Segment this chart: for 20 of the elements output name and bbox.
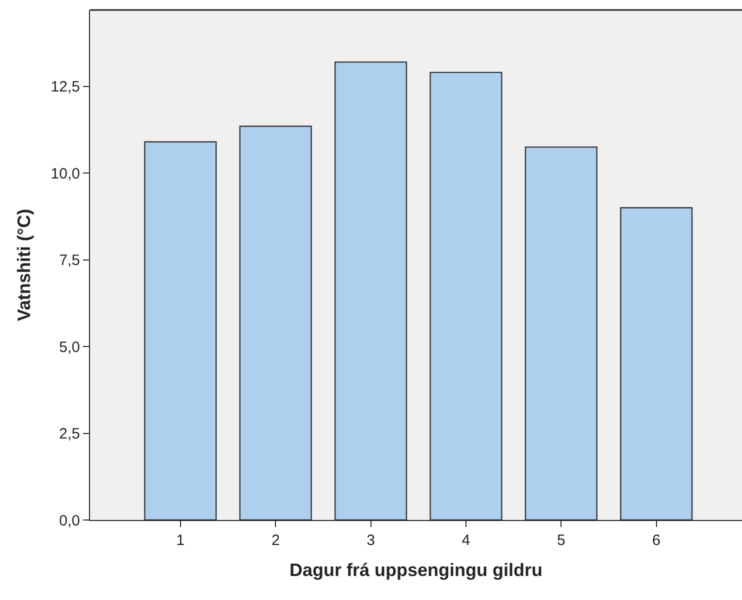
x-tick-label: 5 bbox=[556, 532, 566, 549]
y-axis-title: Vatnshiti (°C) bbox=[14, 208, 34, 322]
bar bbox=[524, 146, 598, 520]
bar bbox=[239, 126, 312, 520]
x-axis-title: Dagur frá uppsengingu gildru bbox=[290, 560, 542, 580]
x-tick-label: 2 bbox=[271, 532, 280, 549]
bar bbox=[144, 141, 217, 520]
y-tick-label: 2,5 bbox=[59, 426, 80, 443]
bar bbox=[620, 207, 693, 520]
y-tick-label: 7,5 bbox=[59, 252, 80, 270]
bar bbox=[430, 72, 502, 520]
x-tick-label: 3 bbox=[366, 532, 375, 549]
y-tick-label: 12,5 bbox=[50, 78, 80, 96]
x-tick-label: 4 bbox=[462, 532, 470, 549]
y-tick-label: 10,0 bbox=[50, 165, 80, 182]
y-tick-label: 0,0 bbox=[59, 512, 80, 530]
y-tick-label: 5,0 bbox=[59, 338, 80, 356]
x-tick-label: 6 bbox=[652, 532, 661, 549]
bar bbox=[334, 61, 408, 520]
x-tick-label: 1 bbox=[176, 532, 185, 549]
